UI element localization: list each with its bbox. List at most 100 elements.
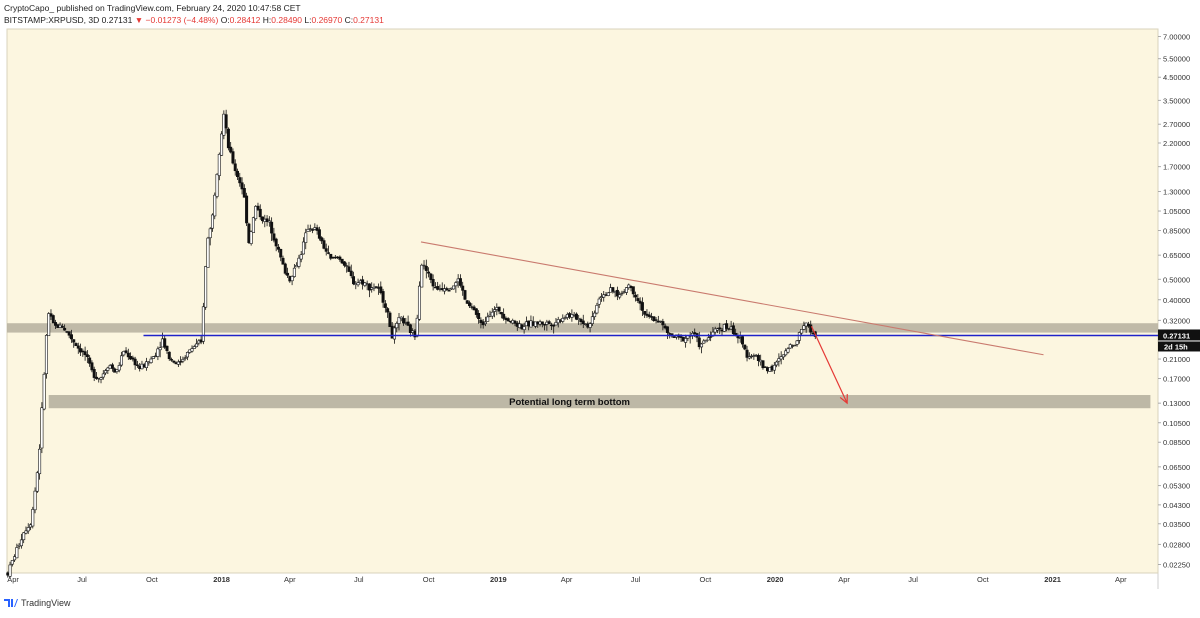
candle-body: [245, 195, 249, 224]
candle-body: [581, 320, 585, 325]
candle-body: [809, 324, 813, 333]
candle-body: [117, 365, 121, 371]
candle-body: [777, 358, 781, 362]
price-tick-label: 0.02800: [1163, 540, 1190, 549]
price-axis-background[interactable]: [1158, 29, 1200, 573]
price-tick-label: 0.10500: [1163, 419, 1190, 428]
symbol-name[interactable]: BITSTAMP:XRPUSD, 3D: [4, 15, 100, 25]
time-tick-label: Jul: [354, 575, 364, 584]
candle-body: [208, 228, 212, 239]
candle-body: [718, 327, 722, 330]
close-label: C:: [344, 15, 354, 25]
candle-body: [574, 313, 578, 320]
chart-header: CryptoCapo_ published on TradingView.com…: [0, 0, 1200, 28]
time-tick-label: Oct: [977, 575, 990, 584]
candle-body: [126, 352, 130, 358]
candle-body: [24, 530, 28, 534]
candle-body: [233, 163, 237, 172]
candle-body: [326, 252, 330, 254]
candle-body: [274, 238, 278, 247]
time-tick-label: Jul: [631, 575, 641, 584]
candle-body: [254, 206, 258, 220]
candle-body: [47, 313, 51, 337]
candle-body: [493, 309, 497, 312]
high-label: H:: [262, 15, 272, 25]
candle-body: [709, 336, 713, 338]
candle-body: [406, 321, 410, 326]
candle-body: [110, 364, 114, 369]
candle-body: [661, 321, 665, 326]
last-price: 0.27131: [101, 15, 133, 25]
candle-body: [229, 146, 233, 153]
candle-body: [63, 327, 67, 331]
candle-body: [106, 367, 110, 371]
candles-group: [6, 109, 817, 579]
projection-arrow-line[interactable]: [810, 325, 848, 404]
price-tick-label: 5.50000: [1163, 55, 1190, 64]
candle-body: [372, 286, 376, 289]
time-tick-label: Jul: [77, 575, 87, 584]
candle-body: [308, 228, 312, 230]
candle-body: [347, 266, 351, 272]
price-tick-label: 0.03500: [1163, 520, 1190, 529]
candle-body: [217, 153, 221, 176]
candle-body: [424, 265, 428, 271]
candle-body: [731, 325, 735, 335]
candle-body: [636, 298, 640, 302]
candle-body: [624, 287, 628, 293]
candle-body: [342, 261, 346, 266]
price-tick-label: 1.05000: [1163, 207, 1190, 216]
countdown-tag: [1158, 341, 1200, 352]
time-tick-label: 2020: [767, 575, 784, 584]
last-price-tag-label: 0.27131: [1163, 331, 1190, 340]
candle-body: [226, 128, 230, 149]
candle-body: [31, 509, 35, 527]
time-tick-label: Apr: [284, 575, 296, 584]
candle-body: [422, 264, 426, 267]
candle-body: [220, 133, 224, 156]
candle-body: [361, 279, 365, 285]
candle-body: [590, 316, 594, 324]
candle-body: [802, 325, 806, 330]
price-tick-label: 0.04300: [1163, 501, 1190, 510]
candle-body: [240, 182, 244, 190]
candle-body: [44, 335, 48, 375]
candle-body: [679, 336, 683, 338]
candle-body: [779, 356, 783, 360]
candle-body: [236, 170, 240, 178]
candle-body: [497, 306, 501, 312]
candle-body: [74, 343, 78, 347]
candle-body: [408, 324, 412, 334]
price-tick-label: 0.13000: [1163, 399, 1190, 408]
low-label: L:: [304, 15, 312, 25]
candle-body: [210, 214, 214, 229]
candle-body: [684, 338, 688, 343]
price-tick-label: 0.21000: [1163, 355, 1190, 364]
time-tick-label: Oct: [423, 575, 436, 584]
published-text: published on TradingView.com, February 2…: [56, 3, 301, 13]
candle-body: [483, 321, 487, 325]
candle-body: [19, 539, 23, 547]
downtrend-line[interactable]: [420, 241, 1044, 356]
candle-body: [472, 306, 476, 311]
publisher-name[interactable]: CryptoCapo_: [4, 3, 55, 13]
candle-body: [706, 337, 710, 341]
candle-body: [167, 351, 171, 360]
candle-body: [88, 357, 92, 364]
candle-body: [195, 343, 199, 348]
candle-body: [156, 348, 160, 357]
candle-body: [713, 328, 717, 333]
candle-body: [693, 332, 697, 335]
bottom-zone-label: Potential long term bottom: [509, 397, 630, 408]
open-label: O:: [220, 15, 230, 25]
candle-body: [397, 317, 401, 324]
candle-body: [213, 194, 217, 217]
candle-body: [72, 339, 76, 343]
plot-background[interactable]: [7, 29, 1158, 573]
candle-body: [436, 286, 440, 290]
open-value: 0.28412: [229, 15, 261, 25]
candle-body: [402, 318, 406, 324]
candle-body: [640, 302, 644, 311]
